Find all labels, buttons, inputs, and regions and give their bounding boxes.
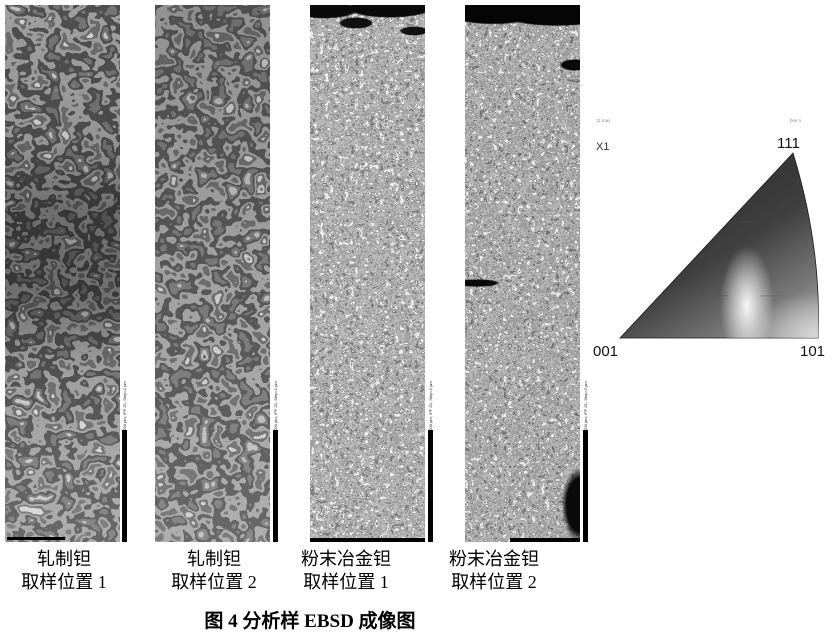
panel-label-rolled-ta-1: 轧制钽 取样位置 1 xyxy=(0,548,144,594)
map-annotation-text: =200 µm; IPF Z1; Step=2 µm xyxy=(583,381,588,433)
map-annotation-text: =200 µm; IPF Z1; Step=2 µm xyxy=(428,381,433,433)
map-annotation-column: =200 µm; IPF Z1; Step=2 µm xyxy=(582,5,590,542)
ebsd-map-rolled-ta-1 xyxy=(5,5,120,542)
legend-tiny-text-right: brw n xyxy=(790,118,802,123)
legend-axis-label: X1 xyxy=(596,141,609,153)
panel-label-pm-ta-2: 粉末冶金钽 取样位置 2 xyxy=(414,548,574,594)
map-annotation-column: =200 µm; IPF Z1; Step=2 µm xyxy=(272,5,280,542)
panel-label-rolled-ta-2: 轧制钽 取样位置 2 xyxy=(134,548,294,594)
legend-tiny-text-left: 11 max xyxy=(596,118,611,123)
grain-texture xyxy=(310,5,425,542)
panel-label-line2: 取样位置 1 xyxy=(21,572,107,592)
ipf-tick-mark xyxy=(690,295,728,297)
ebsd-map-rolled-ta-2 xyxy=(155,5,270,542)
panel-label-line1: 轧制钽 xyxy=(187,549,241,569)
panel-label-line2: 取样位置 1 xyxy=(303,572,389,592)
grain-texture xyxy=(155,5,270,542)
panel-label-line2: 取样位置 2 xyxy=(451,572,537,592)
ipf-shading xyxy=(690,221,819,338)
corner-label-111: 111 xyxy=(777,135,800,152)
ebsd-map-pm-ta-1 xyxy=(310,5,425,542)
panel-label-pm-ta-1: 粉末冶金钽 取样位置 1 xyxy=(266,548,426,594)
map-annotation-text: =200 µm; IPF Z1; Step=2 µm xyxy=(273,381,278,433)
panel-label-line1: 粉末冶金钽 xyxy=(301,549,391,569)
map-annotation-text: =200 µm; IPF Z1; Step=2 µm xyxy=(122,381,127,433)
scalebar xyxy=(583,430,588,542)
panel-label-line1: 轧制钽 xyxy=(37,549,91,569)
grain-texture xyxy=(5,5,120,542)
ipf-tick-mark xyxy=(760,295,782,297)
panel-label-line1: 粉末冶金钽 xyxy=(449,549,539,569)
map-scalebar-line xyxy=(7,537,65,540)
ipf-tick-mark xyxy=(738,221,758,223)
map-annotation-column: =200 µm; IPF Z1; Step=2 µm xyxy=(121,5,129,542)
map-scalebar-line xyxy=(510,538,580,542)
scalebar xyxy=(273,430,278,542)
scalebar xyxy=(122,430,127,542)
figure-caption: 图 4 分析样 EBSD 成像图 xyxy=(204,611,416,632)
ipf-legend: 11 max brw n X1 111 001 101 xyxy=(593,118,825,360)
corner-label-101: 101 xyxy=(800,343,825,360)
scalebar xyxy=(428,430,433,542)
grain-texture xyxy=(465,5,580,542)
map-scalebar-line xyxy=(310,538,425,542)
map-annotation-column: =200 µm; IPF Z1; Step=2 µm xyxy=(427,5,435,542)
panel-label-line2: 取样位置 2 xyxy=(171,572,257,592)
corner-label-001: 001 xyxy=(593,343,618,360)
ebsd-map-pm-ta-2 xyxy=(465,5,580,542)
